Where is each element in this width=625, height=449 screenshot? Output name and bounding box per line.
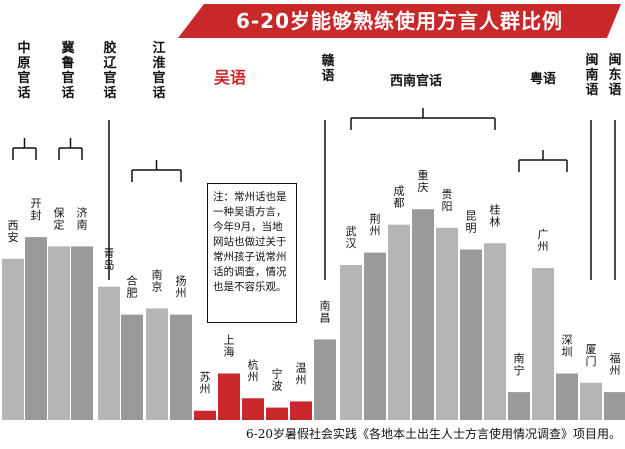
bar-label-温州: 温州 [296,361,307,386]
bar-荆州 [364,252,386,420]
bar-开封 [25,237,47,420]
bar-南宁 [508,392,530,420]
group-label-中原官话: 中原官话 [17,40,30,101]
bar-厦门 [580,382,602,420]
group-label-闽南语: 闽南语 [585,52,598,98]
bar-宁波 [266,407,288,420]
bar-合肥 [121,314,143,420]
bar-label-宁波: 宁波 [272,367,283,393]
bar-济南 [71,246,93,420]
bar-保定 [48,246,70,420]
bar-label-西安: 西安 [8,219,19,244]
chart-title: 6-20岁能够熟练使用方言人群比例 [235,9,564,33]
bar-深圳 [556,373,578,420]
bar-青岛 [98,286,120,420]
bar-label-南昌: 南昌 [320,299,331,324]
bar-label-苏州: 苏州 [200,371,211,396]
bar-label-合肥: 合肥 [127,274,138,300]
source-footer: 6-20岁暑假社会实践《各地本土出生人士方言使用情况调查》项目用。 [0,420,625,449]
bar-label-武汉: 武汉 [346,225,357,250]
bar-武汉 [340,265,362,420]
bar-label-重庆: 重庆 [418,168,429,194]
group-label-冀鲁官话: 冀鲁官话 [61,40,74,101]
bar-上海 [218,373,240,420]
group-label-闽东语: 闽东语 [608,52,621,98]
bar-label-昆明: 昆明 [466,210,477,235]
bar-label-南京: 南京 [152,268,163,293]
group-label-吴语: 吴语 [214,68,246,87]
bar-南京 [146,308,168,420]
group-label-粤语: 粤语 [530,71,556,87]
bar-成都 [388,224,410,420]
bar-label-福州: 福州 [610,351,621,377]
bar-label-成都: 成都 [394,185,405,210]
bar-label-济南: 济南 [77,205,88,231]
bar-chart: 西安开封保定济南青岛合肥南京扬州苏州上海杭州宁波温州南昌武汉荆州成都重庆贵阳昆明… [2,40,625,420]
bar-label-开封: 开封 [31,197,42,222]
bar-苏州 [194,410,216,420]
bar-label-荆州: 荆州 [370,213,381,238]
bar-西安 [2,258,24,420]
bar-福州 [604,392,625,420]
bar-label-广州: 广州 [538,228,549,253]
bar-label-厦门: 厦门 [586,343,597,368]
group-label-西南官话: 西南官话 [390,73,442,89]
bar-桂林 [484,243,506,420]
bar-label-保定: 保定 [54,205,65,231]
bar-贵阳 [436,227,458,420]
bar-label-深圳: 深圳 [562,334,573,359]
bar-温州 [290,401,312,420]
group-label-赣语: 赣语 [321,53,335,84]
bar-重庆 [412,209,434,420]
group-label-胶辽官话: 胶辽官话 [103,40,117,101]
annotation-note: 注：常州话也是一种吴语方言，今年9月，当地网站也做过关于常州孩子说常州话的调查，… [207,183,297,323]
bar-广州 [532,268,554,420]
bar-杭州 [242,398,264,420]
bar-label-南宁: 南宁 [514,352,525,377]
bar-扬州 [170,314,192,420]
bar-label-桂林: 桂林 [490,202,501,228]
bar-label-贵阳: 贵阳 [442,188,453,213]
bar-label-上海: 上海 [224,334,235,359]
group-label-江淮官话: 江淮官话 [151,40,165,101]
bar-label-扬州: 扬州 [176,274,187,300]
title-banner [178,4,621,38]
bar-南昌 [314,339,336,420]
bar-昆明 [460,249,482,420]
bar-label-杭州: 杭州 [248,357,259,383]
